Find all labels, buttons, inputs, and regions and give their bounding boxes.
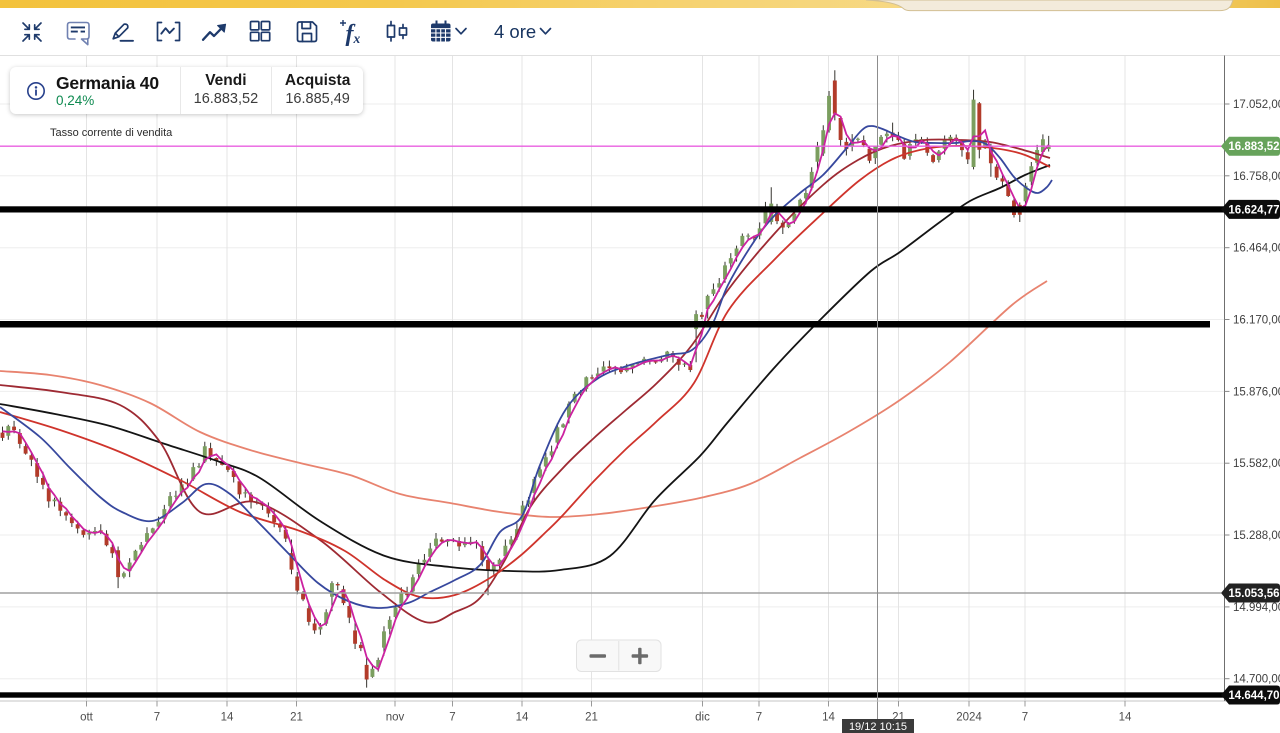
svg-text:14.644,70: 14.644,70 (1228, 690, 1279, 702)
svg-text:21: 21 (290, 712, 303, 724)
svg-text:15.582,00: 15.582,00 (1233, 458, 1280, 470)
svg-text:15.053,56: 15.053,56 (1228, 588, 1279, 600)
svg-text:14: 14 (221, 712, 234, 724)
svg-text:7: 7 (449, 712, 455, 724)
svg-text:17.052,00: 17.052,00 (1233, 99, 1280, 111)
svg-text:7: 7 (1022, 712, 1028, 724)
svg-text:21: 21 (892, 712, 905, 724)
svg-text:2024: 2024 (956, 712, 982, 724)
svg-text:14.994,00: 14.994,00 (1233, 602, 1280, 614)
svg-text:16.883,52: 16.883,52 (1228, 141, 1279, 153)
svg-text:15.876,00: 15.876,00 (1233, 386, 1280, 398)
svg-text:7: 7 (154, 712, 160, 724)
svg-text:19/12 10:15: 19/12 10:15 (849, 721, 907, 733)
svg-text:21: 21 (585, 712, 598, 724)
svg-text:16.464,00: 16.464,00 (1233, 243, 1280, 255)
svg-text:16.758,00: 16.758,00 (1233, 171, 1280, 183)
svg-text:15.288,00: 15.288,00 (1233, 530, 1280, 542)
svg-text:4 ore: 4 ore (494, 21, 536, 42)
svg-text:f: f (346, 21, 356, 47)
svg-text:14: 14 (822, 712, 835, 724)
svg-text:16.170,00: 16.170,00 (1233, 315, 1280, 327)
svg-text:14.700,00: 14.700,00 (1233, 674, 1280, 686)
svg-text:ott: ott (80, 712, 94, 724)
svg-text:14: 14 (1119, 712, 1132, 724)
svg-text:dic: dic (695, 712, 710, 724)
svg-text:7: 7 (756, 712, 762, 724)
svg-text:16.624,77: 16.624,77 (1228, 204, 1279, 216)
svg-text:x: x (353, 31, 361, 46)
svg-text:14: 14 (516, 712, 529, 724)
svg-text:nov: nov (386, 712, 405, 724)
